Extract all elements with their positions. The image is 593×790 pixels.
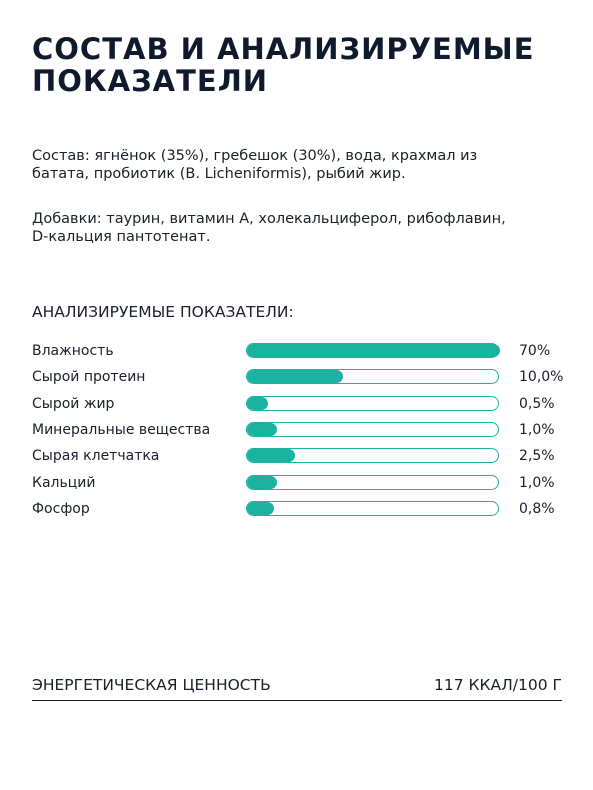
value-label: 0,5% [519, 395, 555, 412]
category-label: Сырой жир [32, 395, 115, 412]
energy: ЭНЕРГЕТИЧЕСКАЯ ЦЕННОСТЬ 117 ККАЛ/100 Г [32, 676, 562, 701]
additives: Добавки: таурин, витамин А, холекальцифе… [32, 211, 506, 245]
bar [247, 344, 500, 357]
bar-track [246, 343, 500, 358]
bar [247, 370, 343, 384]
energy-label: ЭНЕРГЕТИЧЕСКАЯ ЦЕННОСТЬ [32, 676, 271, 694]
category-label: Сырая клетчатка [32, 448, 160, 465]
value-label: 1,0% [519, 421, 555, 438]
bar-track [246, 421, 499, 437]
section-title: АНАЛИЗИРУЕМЫЕ ПОКАЗАТЕЛИ: [32, 303, 294, 321]
bar [247, 422, 278, 436]
bar [247, 501, 275, 515]
category-label: Кальций [32, 474, 96, 491]
energy-value: 117 ККАЛ/100 Г [434, 676, 562, 694]
bar [247, 449, 295, 463]
bar-track [246, 474, 499, 490]
bar [247, 475, 278, 489]
bar-row: Сырая клетчатка 2,5% [32, 447, 572, 467]
bar-track [246, 369, 499, 385]
bar-track [246, 395, 499, 411]
bar-row: Фосфор 0,8% [32, 500, 572, 520]
bar-track [246, 500, 499, 516]
bar-row: Минеральные вещества 1,0% [32, 421, 572, 441]
value-label: 2,5% [519, 448, 555, 465]
bar-row: Влажность 70% [32, 342, 572, 362]
bar-row: Сырой жир 0,5% [32, 395, 572, 415]
category-label: Минеральные вещества [32, 421, 211, 438]
category-label: Влажность [32, 343, 114, 359]
category-label: Сырой протеин [32, 369, 146, 386]
bar-row: Кальций 1,0% [32, 474, 572, 494]
value-label: 0,8% [519, 500, 555, 517]
bar-row: Сырой протеин 10,0% [32, 368, 572, 388]
value-label: 10,0% [519, 369, 564, 386]
composition: Состав: ягнёнок (35%), гребешок (30%), в… [32, 148, 478, 182]
value-label: 1,0% [519, 474, 555, 491]
title: СОСТАВ И АНАЛИЗИРУЕМЫЕ ПОКАЗАТЕЛИ [32, 32, 535, 98]
value-label: 70% [519, 343, 551, 359]
bar [247, 396, 269, 410]
category-label: Фосфор [32, 500, 90, 517]
bar-track [246, 448, 499, 464]
